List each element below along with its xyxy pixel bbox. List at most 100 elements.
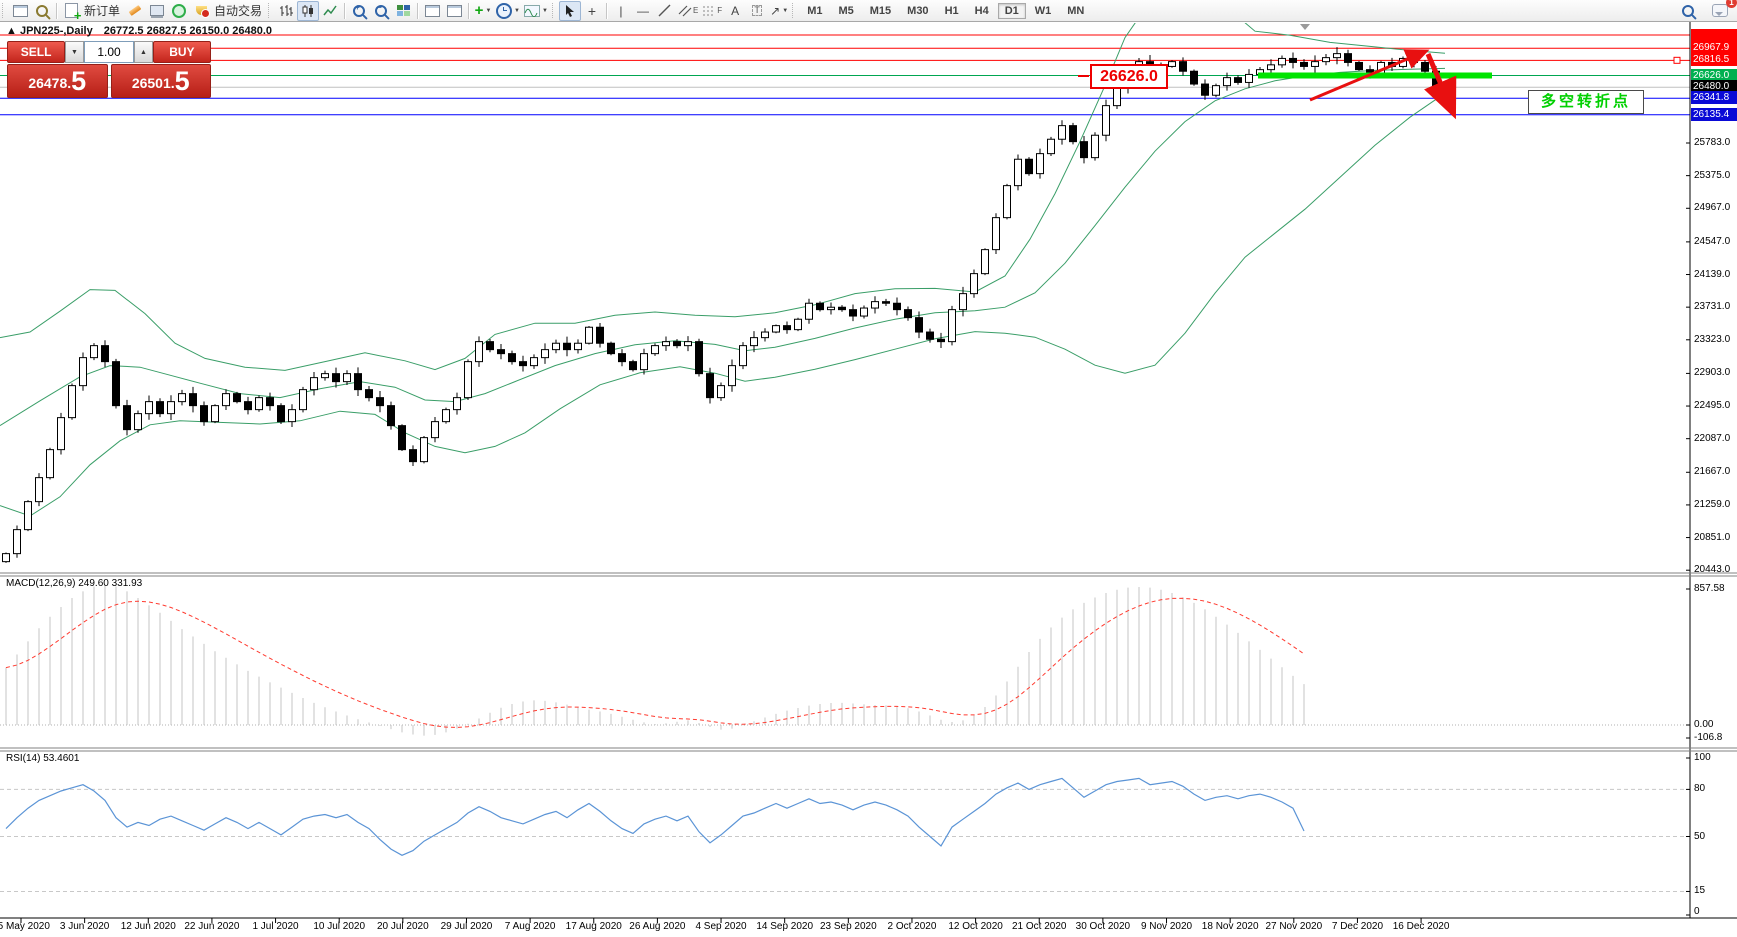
candle-body: [365, 389, 373, 399]
buy-button[interactable]: BUY: [152, 41, 211, 63]
plus-sign: +: [355, 2, 360, 12]
candle-body: [112, 361, 120, 407]
candle-body: [90, 345, 98, 359]
zoom-in-button[interactable]: +: [348, 1, 370, 21]
candle-body: [563, 342, 571, 351]
price-tick-label: 21667.0: [1694, 466, 1731, 478]
arrows-tool[interactable]: ↗ ▼: [768, 1, 790, 21]
volume-up-stepper[interactable]: ▲: [134, 41, 153, 63]
bar-chart-button[interactable]: [275, 1, 297, 21]
crosshair-icon: +: [587, 2, 597, 19]
timeframe-button-m1[interactable]: M1: [807, 4, 823, 17]
trendline-tool[interactable]: [654, 1, 676, 21]
date-label: 14 Sep 2020: [756, 921, 814, 932]
minus-sign: −: [377, 2, 382, 12]
turning-point-label[interactable]: 多空转折点: [1528, 90, 1644, 114]
signals-button[interactable]: [168, 1, 190, 21]
price-tick-label: 23731.0: [1694, 301, 1731, 313]
line-chart-button[interactable]: [319, 1, 341, 21]
text-icon: A: [731, 3, 740, 18]
indicators-button[interactable]: ▼: [522, 1, 550, 21]
chart-shift-marker-icon[interactable]: [1300, 24, 1310, 30]
price-line-badge: 26967.9: [1691, 41, 1737, 55]
candle-body: [1344, 53, 1352, 63]
candle-body: [1058, 125, 1066, 140]
macd-axis-label: -106.8: [1694, 732, 1723, 743]
up-arrow-annotation[interactable]: [1309, 49, 1430, 102]
chart-window-icon[interactable]: [9, 1, 31, 21]
channel-tool[interactable]: E: [676, 1, 700, 21]
candle-body: [1047, 138, 1055, 155]
auto-trading-button[interactable]: [190, 1, 212, 21]
candle-body: [486, 341, 494, 351]
candle-body: [970, 273, 978, 295]
text-tool[interactable]: A: [724, 1, 746, 21]
new-order-label[interactable]: 新订单: [84, 4, 121, 18]
periods-button[interactable]: ▼: [494, 1, 522, 21]
candle-body: [1113, 86, 1121, 107]
zoom-out-button[interactable]: −: [370, 1, 392, 21]
horizontal-line-tool[interactable]: —: [632, 1, 654, 21]
candle-body: [750, 337, 758, 347]
candle-body: [321, 373, 329, 379]
collapse-marker-icon[interactable]: ▲: [6, 25, 17, 37]
candle-body: [266, 397, 274, 407]
timeframe-button-mn[interactable]: MN: [1067, 4, 1085, 17]
price-callout-label[interactable]: 26626.0: [1090, 64, 1168, 89]
add-chart-button[interactable]: + ▼: [472, 1, 494, 21]
date-label: 23 Sep 2020: [819, 921, 877, 932]
candle-chart-button[interactable]: [297, 0, 320, 21]
candle-body: [893, 302, 901, 311]
candle-body: [926, 331, 934, 340]
arrange-charts-button-2[interactable]: [443, 1, 465, 21]
chevron-down-icon: ▼: [782, 7, 789, 14]
candle-body: [1168, 61, 1176, 67]
candle-body: [222, 393, 230, 407]
candles-icon: [302, 4, 314, 17]
search-button[interactable]: [1677, 1, 1699, 21]
navigator-icon[interactable]: [31, 1, 53, 21]
crayon-icon: [128, 5, 142, 16]
crayon-button[interactable]: [124, 1, 146, 21]
date-label: 29 Jul 2020: [440, 921, 493, 932]
candle-body: [706, 373, 714, 399]
candle-body: [882, 301, 890, 304]
crosshair-tool[interactable]: +: [581, 1, 603, 21]
clipped-price-badge: [1691, 29, 1737, 41]
timeframe-button-h4[interactable]: H4: [974, 4, 989, 17]
notifications-button[interactable]: 1: [1709, 0, 1737, 21]
signal-icon: [172, 3, 187, 18]
cursor-tool[interactable]: [558, 0, 581, 21]
terminal-button[interactable]: [146, 1, 168, 21]
timeframe-button-h1[interactable]: H1: [944, 4, 959, 17]
rsi-line: [5, 777, 1305, 856]
timeframe-button-m15[interactable]: M15: [869, 4, 892, 17]
candle-body: [277, 405, 285, 423]
candle-body: [156, 401, 164, 415]
sell-button[interactable]: SELL: [7, 41, 66, 63]
tile-windows-button[interactable]: [392, 1, 414, 21]
buy-price-button[interactable]: 26501. 5: [110, 64, 211, 98]
sell-price-button[interactable]: 26478. 5: [7, 64, 108, 98]
timeframe-button-d1[interactable]: D1: [997, 2, 1026, 19]
text-label-tool[interactable]: T: [746, 1, 768, 21]
candle-body: [607, 342, 615, 355]
arrange-charts-button-1[interactable]: [421, 1, 443, 21]
timeframe-button-m30[interactable]: M30: [907, 4, 929, 17]
price-tick-label: 21259.0: [1694, 498, 1731, 510]
new-order-button[interactable]: [60, 1, 82, 23]
timeframe-button-m5[interactable]: M5: [838, 4, 854, 17]
down-arrow-annotation[interactable]: [1424, 53, 1457, 120]
separator: [56, 2, 57, 19]
volume-down-stepper[interactable]: ▼: [65, 41, 84, 63]
fibonacci-tool[interactable]: F: [700, 1, 724, 21]
volume-input[interactable]: 1.00: [83, 41, 135, 63]
toolbar-right: 1: [1677, 0, 1737, 21]
line-selection-marker[interactable]: [1673, 56, 1681, 64]
timeframe-button-w1[interactable]: W1: [1034, 4, 1052, 17]
vertical-line-tool[interactable]: |: [610, 1, 632, 21]
auto-trading-label[interactable]: 自动交易: [214, 4, 263, 18]
candle-body: [1014, 158, 1022, 187]
